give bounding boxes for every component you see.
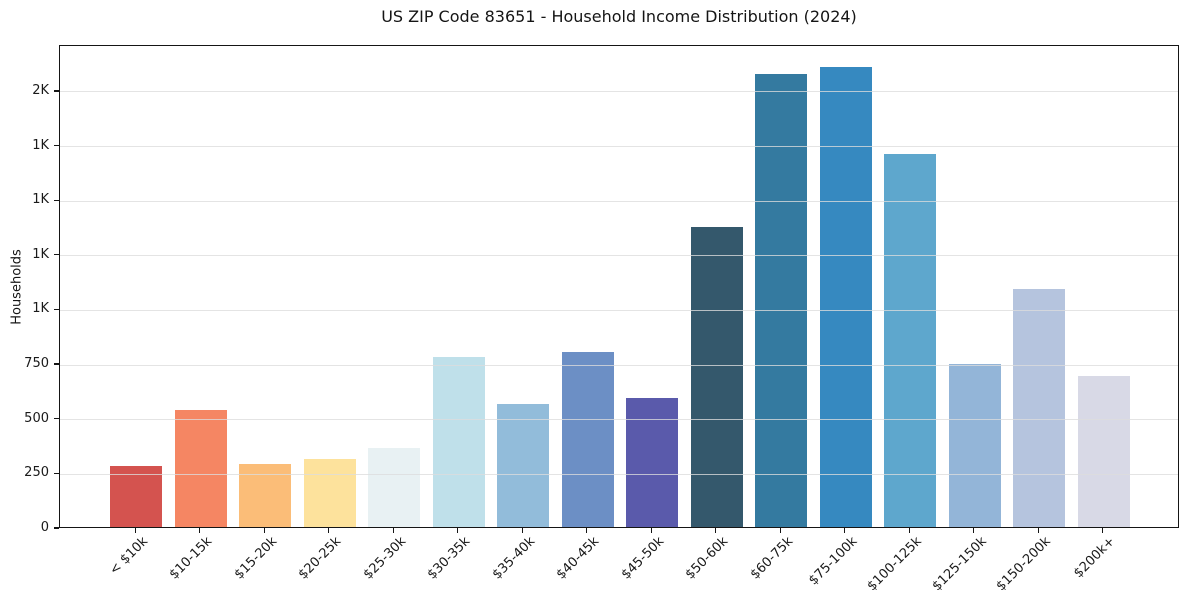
bar-6 — [432, 356, 485, 527]
bar-slot — [1007, 46, 1072, 527]
x-tick-mark — [650, 528, 652, 533]
y-tick-mark — [54, 254, 59, 256]
bar-7 — [497, 403, 550, 527]
bar-9 — [626, 398, 679, 527]
x-tick-label: $100-125k — [864, 534, 925, 590]
y-tick-label: 500 — [24, 410, 49, 426]
bar-12 — [819, 66, 872, 527]
y-tick-mark — [54, 418, 59, 420]
y-tick-label: 1K — [32, 192, 49, 208]
y-tick-label: 1K — [32, 301, 49, 317]
x-tick-label: $10-15k — [166, 534, 216, 583]
gridline — [60, 91, 1178, 93]
chart-title: US ZIP Code 83651 - Household Income Dis… — [381, 7, 857, 26]
x-tick-label: $200k+ — [1071, 534, 1119, 582]
bar-slot — [814, 46, 879, 527]
x-tick-mark — [908, 528, 910, 533]
x-tick-label: $60-75k — [747, 534, 796, 583]
bar-4 — [303, 459, 356, 527]
bar-15 — [1013, 288, 1066, 527]
y-tick-label: 250 — [24, 465, 49, 481]
bar-11 — [755, 73, 808, 527]
x-tick-label: $30-35k — [424, 534, 474, 583]
bar-10 — [690, 226, 743, 527]
x-tick-label: $45-50k — [618, 534, 667, 583]
x-tick-label: $40-45k — [553, 534, 603, 583]
x-tick-mark — [1102, 528, 1104, 533]
bar-14 — [948, 364, 1001, 527]
gridline — [60, 255, 1178, 257]
bar-2 — [174, 410, 227, 527]
x-tick-label: $75-100k — [806, 534, 861, 589]
x-tick-mark — [521, 528, 523, 533]
y-tick-label: 2K — [32, 82, 49, 98]
x-tick-mark — [457, 528, 459, 533]
y-tick-label: 1K — [32, 246, 49, 262]
y-tick-mark — [54, 144, 59, 147]
y-tick-label: 1K — [32, 137, 49, 153]
bar-slot — [878, 46, 943, 527]
x-tick-mark — [779, 528, 781, 533]
gridline — [60, 146, 1178, 148]
x-tick-mark — [134, 528, 136, 533]
x-tick-label: $35-40k — [489, 534, 538, 583]
bar-slot — [556, 46, 621, 527]
x-axis-labels: < $10k $10-15k $15-20k $20-25k $25-30k $30-35… — [0, 534, 1179, 590]
bar-slot — [104, 46, 169, 527]
bar-slot — [362, 46, 427, 527]
gridline — [60, 364, 1178, 366]
x-tick-mark — [392, 528, 394, 533]
bar-slot — [749, 46, 814, 527]
gridline — [60, 309, 1178, 311]
bar-slot — [685, 46, 750, 527]
x-tick-label: $150-200k — [993, 534, 1054, 590]
bar-slot — [620, 46, 685, 527]
x-tick-label: $15-20k — [231, 534, 280, 583]
bars-container — [60, 46, 1178, 527]
x-tick-mark — [328, 528, 330, 533]
y-tick-mark — [54, 363, 59, 365]
y-tick-mark — [54, 527, 59, 529]
x-tick-mark — [844, 528, 846, 533]
y-tick-label: 0 — [40, 520, 49, 535]
x-tick-label: < $10k — [106, 534, 151, 579]
plot-area — [59, 45, 1179, 528]
bar-slot — [298, 46, 363, 527]
bar-slot — [491, 46, 556, 527]
bar-8 — [561, 352, 614, 527]
gridline — [60, 200, 1178, 202]
bar-slot — [427, 46, 492, 527]
bar-slot — [943, 46, 1008, 527]
y-tick-mark — [54, 472, 59, 474]
bar-slot — [169, 46, 234, 527]
y-tick-mark — [54, 308, 59, 311]
y-tick-mark — [54, 90, 59, 92]
x-tick-label: $50-60k — [682, 534, 732, 583]
gridline — [60, 419, 1178, 421]
x-tick-label: $125-150k — [929, 534, 990, 590]
x-tick-mark — [263, 528, 265, 533]
bar-1 — [110, 465, 163, 527]
x-tick-label: $25-30k — [360, 534, 409, 583]
bar-16 — [1077, 376, 1130, 527]
bar-slot — [233, 46, 298, 527]
x-tick-mark — [586, 528, 588, 533]
x-tick-mark — [715, 528, 717, 533]
x-tick-mark — [199, 528, 201, 533]
bar-13 — [884, 154, 937, 527]
x-tick-mark — [1037, 528, 1039, 533]
x-tick-label: $20-25k — [295, 534, 345, 583]
y-tick-label: 750 — [24, 356, 49, 372]
gridline — [60, 473, 1178, 475]
y-tick-mark — [54, 199, 59, 201]
bar-5 — [368, 448, 421, 527]
x-tick-mark — [973, 528, 975, 533]
bar-slot — [1072, 46, 1137, 527]
